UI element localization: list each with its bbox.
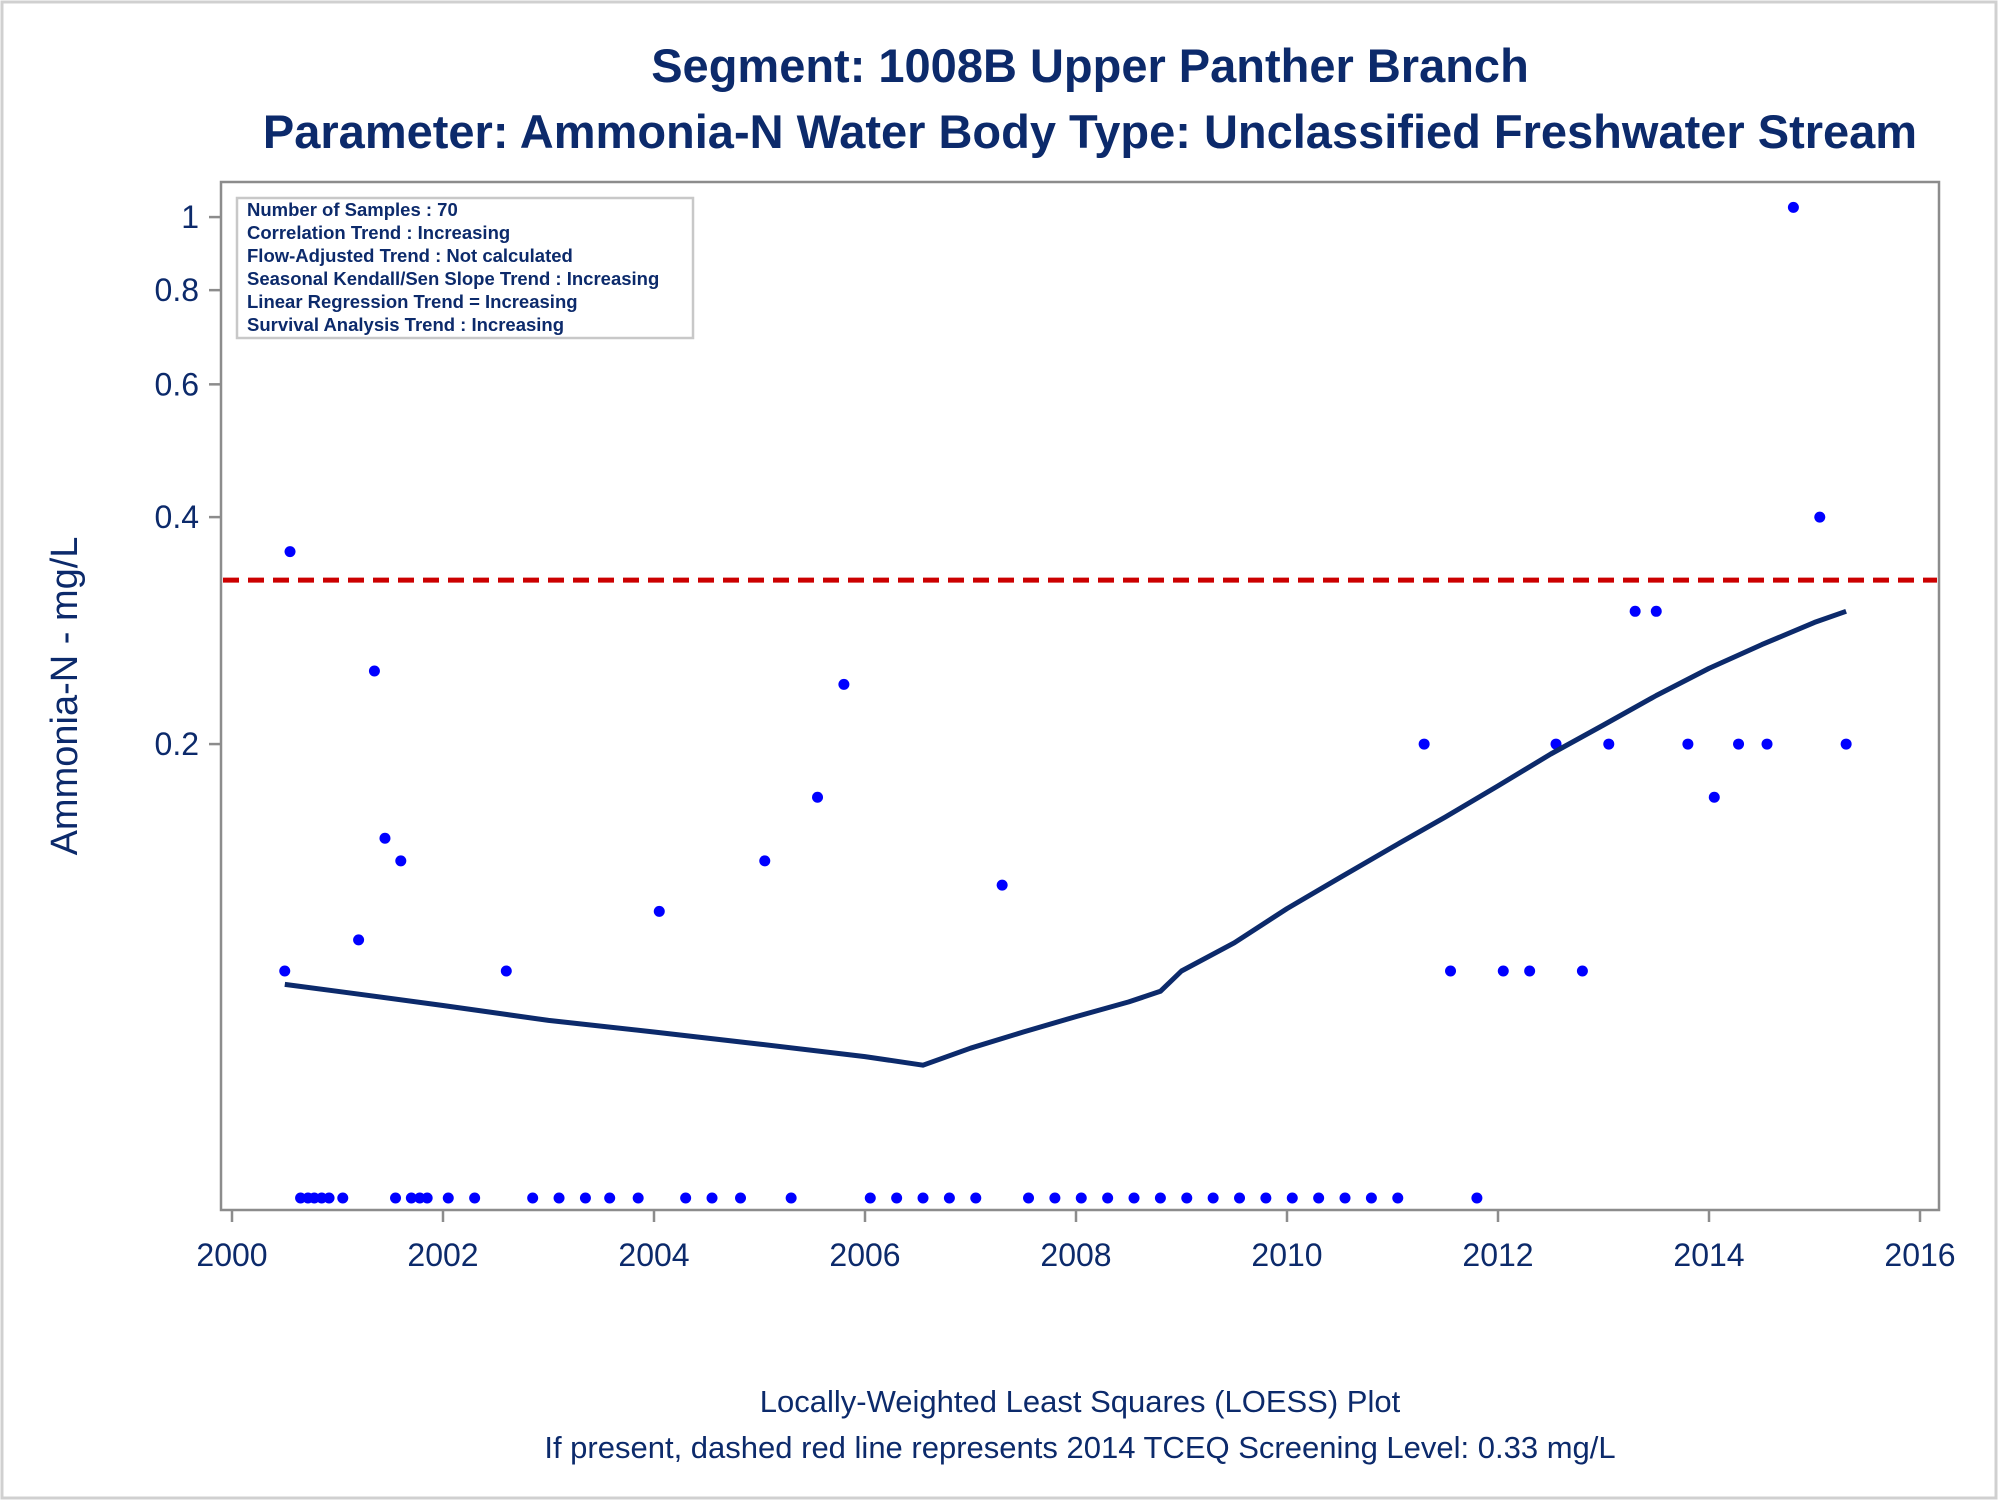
data-point (284, 546, 296, 558)
footnote-2: If present, dashed red line represents 2… (544, 1430, 1615, 1465)
x-tick-label: 2016 (1884, 1237, 1955, 1273)
x-tick-label: 2014 (1673, 1237, 1744, 1273)
x-tick-label: 2004 (618, 1237, 689, 1273)
data-point (1260, 1192, 1272, 1204)
data-point (604, 1192, 616, 1204)
data-point (368, 665, 380, 677)
stats-box-frame (235, 196, 695, 340)
stats-line: Seasonal Kendall/Sen Slope Trend : Incre… (247, 268, 659, 289)
data-point (500, 965, 512, 977)
data-points (279, 201, 1852, 1204)
data-point (759, 855, 771, 867)
data-point (279, 965, 291, 977)
data-point (323, 1192, 335, 1204)
data-point (812, 791, 824, 803)
stats-line: Number of Samples : 70 (247, 199, 458, 220)
y-axis: 1 0.8 0.6 0.4 0.2 (155, 199, 221, 762)
data-point (891, 1192, 903, 1204)
chart-title: Segment: 1008B Upper Panther Branch (651, 39, 1529, 92)
data-point (469, 1192, 481, 1204)
data-point (1234, 1192, 1246, 1204)
x-axis: 2000 2002 2004 2006 2008 2010 2012 2014 2016 (196, 1210, 1956, 1273)
stats-line: Survival Analysis Trend : Increasing (247, 314, 564, 335)
data-point (680, 1192, 692, 1204)
data-point (1650, 605, 1662, 617)
y-tick-label: 0.2 (155, 726, 199, 762)
data-point (1075, 1192, 1087, 1204)
x-tick-label: 2006 (829, 1237, 900, 1273)
stats-line: Correlation Trend : Increasing (247, 222, 510, 243)
data-point (1339, 1192, 1351, 1204)
data-point (785, 1192, 797, 1204)
data-point (1102, 1192, 1114, 1204)
y-axis-label: Ammonia-N - mg/L (44, 537, 86, 856)
data-point (421, 1192, 433, 1204)
data-point (996, 879, 1008, 891)
data-point (735, 1192, 747, 1204)
data-point (353, 934, 365, 946)
x-tick-label: 2008 (1040, 1237, 1111, 1273)
data-point (527, 1192, 539, 1204)
y-tick-label: 0.6 (155, 366, 199, 402)
data-point (1708, 791, 1720, 803)
data-point (1023, 1192, 1035, 1204)
data-point (1154, 1192, 1166, 1204)
data-point (706, 1192, 718, 1204)
data-point (1049, 1192, 1061, 1204)
data-point (1629, 605, 1641, 617)
data-point (970, 1192, 982, 1204)
data-point (442, 1192, 454, 1204)
data-point (379, 832, 391, 844)
data-point (632, 1192, 644, 1204)
data-point (1840, 738, 1852, 750)
data-point (553, 1192, 565, 1204)
footnote-1: Locally-Weighted Least Squares (LOESS) P… (760, 1384, 1401, 1419)
data-point (1682, 738, 1694, 750)
data-point (1392, 1192, 1404, 1204)
data-point (943, 1192, 955, 1204)
data-point (653, 905, 665, 917)
data-point (405, 1192, 417, 1204)
data-point (1286, 1192, 1298, 1204)
data-point (337, 1192, 349, 1204)
x-tick-label: 2000 (196, 1237, 267, 1273)
data-point (1733, 738, 1745, 750)
data-point (1207, 1192, 1219, 1204)
data-point (1128, 1192, 1140, 1204)
data-point (1497, 965, 1509, 977)
x-tick-label: 2012 (1462, 1237, 1533, 1273)
chart-subtitle: Parameter: Ammonia-N Water Body Type: Un… (263, 105, 1917, 158)
y-tick-label: 0.4 (155, 499, 199, 535)
x-tick-label: 2002 (407, 1237, 478, 1273)
stats-box: Number of Samples : 70 Correlation Trend… (235, 196, 695, 340)
data-point (1603, 738, 1615, 750)
stats-line: Flow-Adjusted Trend : Not calculated (247, 245, 573, 266)
data-point (1471, 1192, 1483, 1204)
data-point (579, 1192, 591, 1204)
x-tick-label: 2010 (1251, 1237, 1322, 1273)
y-tick-label: 0.8 (155, 272, 199, 308)
data-point (1365, 1192, 1377, 1204)
data-point (1814, 511, 1826, 523)
data-point (1576, 965, 1588, 977)
data-point (1313, 1192, 1325, 1204)
data-point (1787, 201, 1799, 213)
data-point (864, 1192, 876, 1204)
data-point (917, 1192, 929, 1204)
data-point (1524, 965, 1536, 977)
data-point (838, 678, 850, 690)
data-point (1181, 1192, 1193, 1204)
stats-line: Linear Regression Trend = Increasing (247, 291, 578, 312)
data-point (1761, 738, 1773, 750)
data-point (1445, 965, 1457, 977)
loess-line (284, 608, 1847, 1068)
data-point (390, 1192, 402, 1204)
y-tick-label: 1 (181, 199, 199, 235)
data-point (1418, 738, 1430, 750)
data-point (395, 855, 407, 867)
